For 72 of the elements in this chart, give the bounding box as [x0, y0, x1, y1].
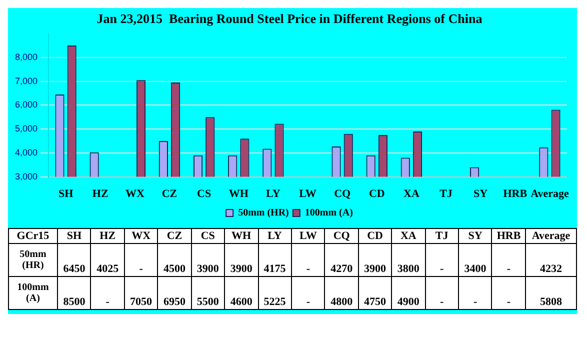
- data-label: 7050: [124, 276, 158, 310]
- category-label: CS: [200, 230, 215, 242]
- category-label: SY: [468, 230, 482, 242]
- category-label: CZ: [166, 230, 182, 242]
- data-label: 4800: [324, 276, 358, 310]
- category-label: XA: [400, 230, 416, 242]
- text: 50mm (HR): [20, 249, 46, 271]
- data-label: 4270: [324, 244, 358, 276]
- category-label: HZ: [100, 230, 116, 242]
- y-tick-label: 4,000: [14, 147, 38, 158]
- category-label: HRB: [496, 230, 521, 242]
- x-tick-label: CD: [368, 188, 385, 200]
- text: GCr15: [8, 228, 58, 244]
- data-label: 4025: [90, 244, 124, 276]
- x-tick-label: WX: [125, 188, 144, 200]
- x-tick-label: LW: [299, 188, 316, 200]
- x-tick-label: HZ: [92, 188, 108, 200]
- category-label: LW: [300, 230, 317, 242]
- data-label: 5808: [526, 276, 576, 310]
- x-tick-label: SY: [474, 188, 488, 200]
- text: -: [306, 296, 310, 308]
- category-label: WH: [232, 230, 252, 242]
- y-tick-label: 3,000: [14, 171, 38, 182]
- category-label: SH: [66, 230, 82, 242]
- x-tick-label: CQ: [334, 188, 352, 200]
- data-label: 4600: [224, 276, 258, 310]
- chart-title: Jan 23,2015 Bearing Round Steel Price in Different Regions of China: [96, 11, 483, 26]
- data-label: 5500: [191, 276, 225, 310]
- category-label: CD: [367, 230, 383, 242]
- data-label: 4500: [158, 244, 192, 276]
- data-label: 3900: [191, 244, 225, 276]
- x-tick-label: HRB: [503, 188, 528, 200]
- category-label: TJ: [435, 230, 448, 242]
- text: -: [139, 263, 143, 275]
- data-label: 4900: [392, 276, 426, 310]
- data-label: 6450: [58, 244, 91, 276]
- data-label: 3900: [358, 244, 392, 276]
- category-label: WX: [132, 230, 151, 242]
- text: -: [106, 296, 110, 308]
- text: -: [306, 263, 310, 275]
- text: -: [440, 296, 444, 308]
- text: -: [506, 296, 511, 308]
- data-label: 3900: [224, 244, 258, 276]
- y-tick-label: 6,000: [14, 100, 38, 110]
- data-label: 8500: [58, 276, 91, 310]
- data-label: 5225: [258, 276, 292, 310]
- data-label: 4175: [258, 244, 292, 276]
- x-tick-label: CS: [197, 188, 212, 200]
- data-label: 3800: [392, 244, 426, 276]
- x-tick-label: Average: [530, 188, 569, 200]
- y-tick-label: 7,000: [14, 76, 38, 86]
- x-tick-label: LY: [266, 188, 280, 200]
- legend-label: 100mm (A): [304, 208, 353, 219]
- category-label: Average: [532, 230, 570, 242]
- data-label: 6950: [158, 276, 192, 310]
- text: -: [440, 263, 444, 275]
- text: -: [473, 296, 478, 308]
- data-label: 4750: [358, 276, 392, 310]
- text: 100mm (A): [17, 282, 49, 304]
- data-label: 3400: [458, 244, 492, 276]
- category-label: CQ: [333, 230, 350, 242]
- y-tick-label: 5,000: [14, 124, 38, 134]
- x-tick-label: TJ: [440, 188, 453, 200]
- x-tick-label: XA: [404, 188, 420, 200]
- x-tick-label: SH: [58, 188, 74, 200]
- y-tick-label: 8,000: [14, 52, 38, 62]
- x-tick-label: WH: [228, 188, 249, 200]
- text: -: [506, 263, 511, 275]
- data-label: 4232: [526, 244, 576, 276]
- legend-label: 50mm (HR): [238, 208, 289, 219]
- x-tick-label: CZ: [162, 188, 178, 200]
- category-label: LY: [268, 230, 282, 242]
